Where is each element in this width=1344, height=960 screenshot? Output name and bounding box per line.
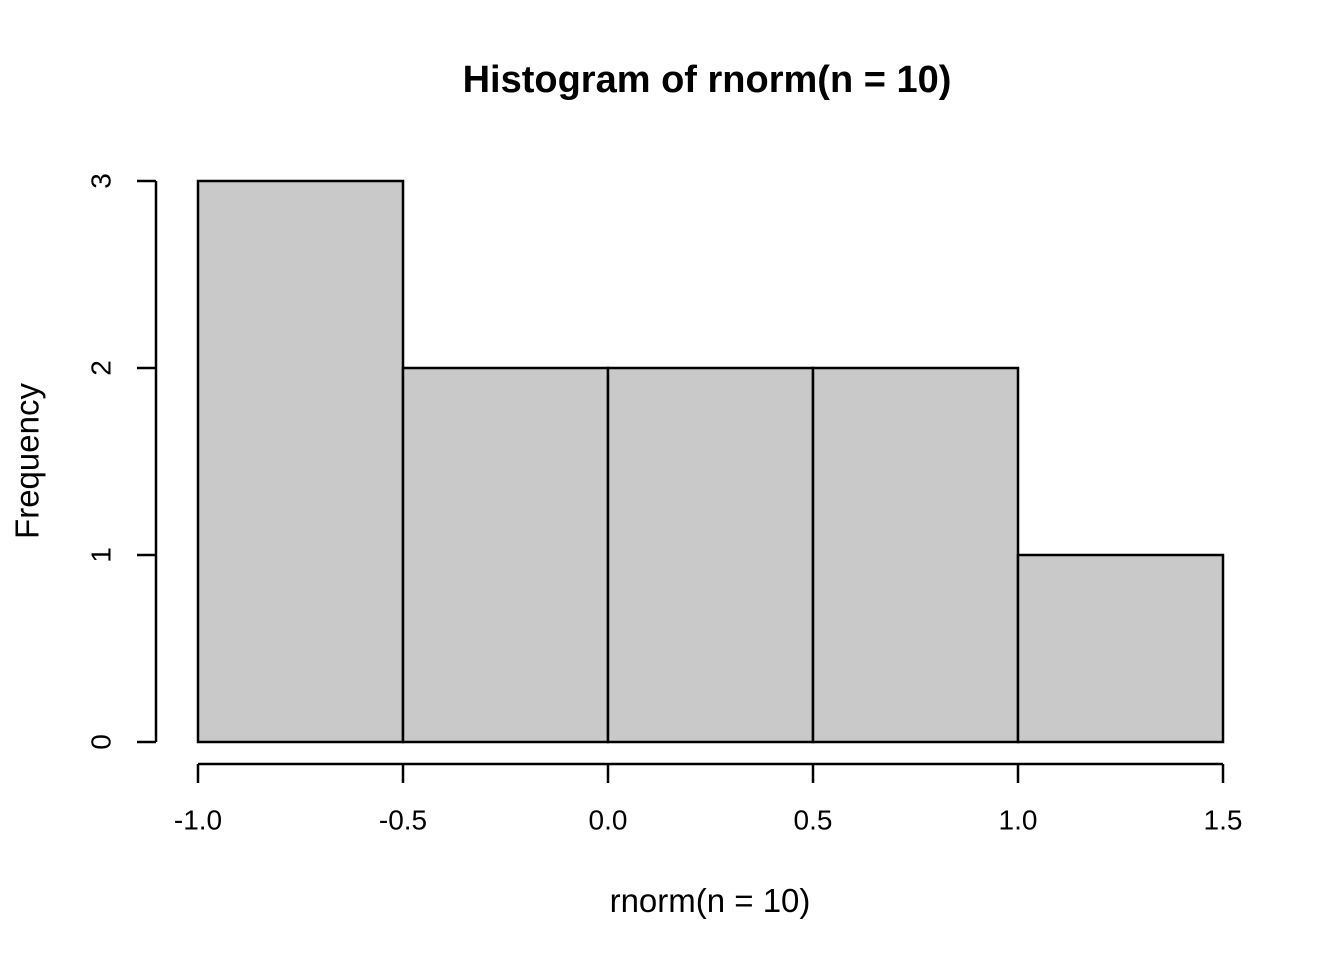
x-tick-label: 0.5 bbox=[794, 805, 833, 836]
y-tick-label: 3 bbox=[86, 173, 117, 189]
histogram-bar bbox=[1016, 553, 1225, 744]
y-tick-label: 1 bbox=[86, 547, 117, 563]
y-tick-label: 0 bbox=[86, 734, 117, 750]
x-tick-label: 1.0 bbox=[999, 805, 1038, 836]
x-tick-label: 1.5 bbox=[1204, 805, 1243, 836]
histogram-bar bbox=[196, 179, 405, 744]
x-tick-label: -0.5 bbox=[379, 805, 427, 836]
x-tick-label: -1.0 bbox=[174, 805, 222, 836]
chart-title: Histogram of rnorm(n = 10) bbox=[463, 59, 952, 101]
x-tick-label: 0.0 bbox=[589, 805, 628, 836]
x-axis-label: rnorm(n = 10) bbox=[610, 882, 811, 919]
y-tick-label: 2 bbox=[86, 360, 117, 376]
histogram-bar bbox=[811, 366, 1020, 744]
y-axis-label: Frequency bbox=[9, 383, 46, 539]
bars-group bbox=[196, 179, 1225, 744]
histogram-bar bbox=[401, 366, 610, 744]
y-axis: 0 1 2 3 bbox=[86, 173, 158, 750]
histogram-bar bbox=[606, 366, 815, 744]
x-axis: -1.0 -0.5 0.0 0.5 1.0 1.5 bbox=[174, 762, 1243, 836]
